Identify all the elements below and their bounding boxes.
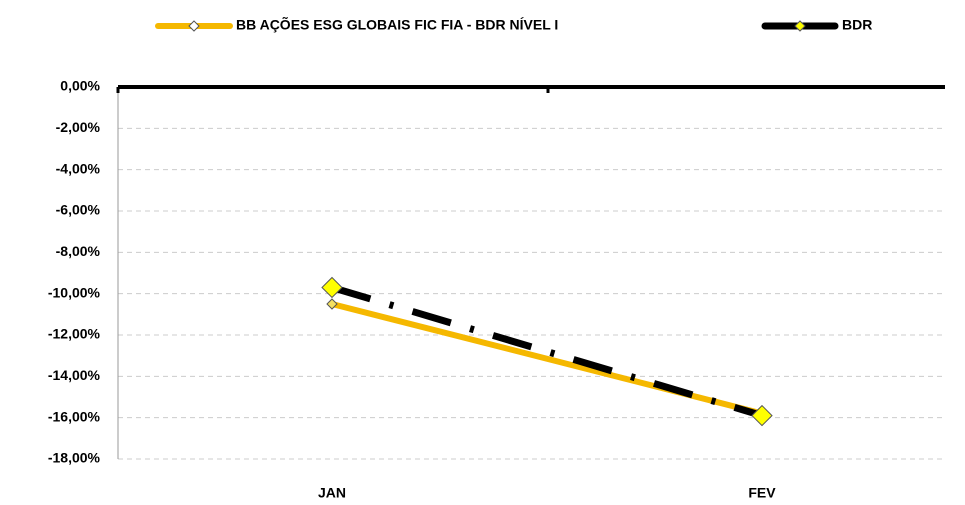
y-tick-label: 0,00% <box>60 78 100 94</box>
marker <box>321 276 343 299</box>
legend-label: BB AÇÕES ESG GLOBAIS FIC FIA - BDR NÍVEL… <box>236 16 558 33</box>
y-tick-label: -6,00% <box>56 202 101 218</box>
legend-label: BDR <box>842 17 872 33</box>
y-tick-label: -16,00% <box>48 408 101 424</box>
series-line <box>331 284 763 419</box>
y-tick-label: -18,00% <box>48 450 101 466</box>
y-tick-label: -14,00% <box>48 367 101 383</box>
x-tick-label: FEV <box>748 485 776 501</box>
marker <box>751 404 773 427</box>
marker <box>326 298 338 310</box>
series-line <box>331 301 763 417</box>
legend-marker <box>794 20 806 32</box>
y-tick-label: -10,00% <box>48 284 101 300</box>
y-tick-label: -2,00% <box>56 119 101 135</box>
legend-marker <box>188 20 200 32</box>
y-tick-label: -8,00% <box>56 243 101 259</box>
x-tick-label: JAN <box>318 485 346 501</box>
y-tick-label: -12,00% <box>48 326 101 342</box>
y-tick-label: -4,00% <box>56 160 101 176</box>
